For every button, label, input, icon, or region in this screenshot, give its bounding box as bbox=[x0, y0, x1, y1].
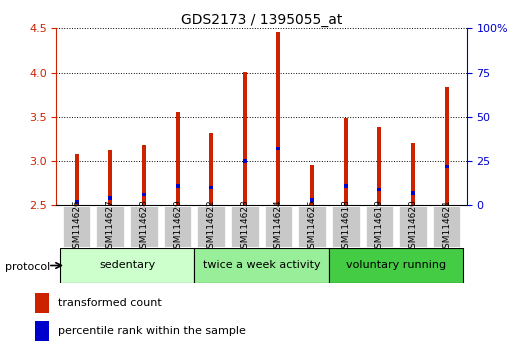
FancyBboxPatch shape bbox=[433, 206, 461, 247]
Bar bbox=[108, 196, 112, 200]
Title: GDS2173 / 1395055_at: GDS2173 / 1395055_at bbox=[181, 13, 342, 27]
Bar bbox=[243, 72, 247, 205]
Bar bbox=[243, 159, 247, 163]
Bar bbox=[411, 143, 415, 205]
Bar bbox=[277, 32, 281, 205]
Text: twice a week activity: twice a week activity bbox=[203, 261, 321, 270]
Text: voluntary running: voluntary running bbox=[346, 261, 446, 270]
Text: GSM114627: GSM114627 bbox=[106, 199, 115, 254]
Bar bbox=[35, 293, 49, 313]
Bar bbox=[209, 186, 213, 189]
FancyBboxPatch shape bbox=[194, 248, 329, 283]
Text: GSM114629: GSM114629 bbox=[173, 199, 182, 254]
Bar bbox=[74, 154, 78, 205]
Bar bbox=[142, 193, 146, 196]
Bar bbox=[310, 165, 314, 205]
FancyBboxPatch shape bbox=[164, 206, 191, 247]
Text: GSM114625: GSM114625 bbox=[308, 199, 317, 254]
Bar bbox=[175, 184, 180, 188]
Text: GSM114624: GSM114624 bbox=[274, 199, 283, 254]
Bar bbox=[344, 118, 348, 205]
FancyBboxPatch shape bbox=[96, 206, 124, 247]
Bar bbox=[411, 191, 415, 195]
Bar bbox=[445, 87, 449, 205]
Bar bbox=[277, 147, 281, 150]
FancyBboxPatch shape bbox=[265, 206, 292, 247]
Bar bbox=[175, 112, 180, 205]
Bar bbox=[35, 321, 49, 341]
Text: GSM114620: GSM114620 bbox=[408, 199, 418, 254]
Text: percentile rank within the sample: percentile rank within the sample bbox=[58, 326, 246, 336]
Bar bbox=[445, 165, 449, 168]
Bar bbox=[74, 200, 78, 204]
FancyBboxPatch shape bbox=[130, 206, 157, 247]
FancyBboxPatch shape bbox=[298, 206, 326, 247]
Text: GSM114628: GSM114628 bbox=[140, 199, 148, 254]
FancyBboxPatch shape bbox=[332, 206, 360, 247]
Text: sedentary: sedentary bbox=[99, 261, 155, 270]
FancyBboxPatch shape bbox=[63, 206, 90, 247]
Bar bbox=[209, 133, 213, 205]
Text: GSM114626: GSM114626 bbox=[72, 199, 81, 254]
Bar bbox=[378, 127, 381, 205]
FancyBboxPatch shape bbox=[198, 206, 225, 247]
Text: GSM114623: GSM114623 bbox=[240, 199, 249, 254]
Text: GSM114622: GSM114622 bbox=[207, 199, 215, 254]
Bar bbox=[142, 145, 146, 205]
FancyBboxPatch shape bbox=[329, 248, 463, 283]
FancyBboxPatch shape bbox=[399, 206, 427, 247]
Text: GSM114619: GSM114619 bbox=[375, 199, 384, 254]
Bar bbox=[378, 188, 381, 191]
FancyBboxPatch shape bbox=[231, 206, 259, 247]
Bar bbox=[310, 198, 314, 202]
Text: GSM114621: GSM114621 bbox=[442, 199, 451, 254]
Text: transformed count: transformed count bbox=[58, 298, 162, 308]
Text: protocol: protocol bbox=[5, 262, 50, 272]
Text: GSM114618: GSM114618 bbox=[341, 199, 350, 254]
Bar bbox=[108, 150, 112, 205]
FancyBboxPatch shape bbox=[60, 248, 194, 283]
FancyBboxPatch shape bbox=[366, 206, 393, 247]
Bar bbox=[344, 184, 348, 188]
